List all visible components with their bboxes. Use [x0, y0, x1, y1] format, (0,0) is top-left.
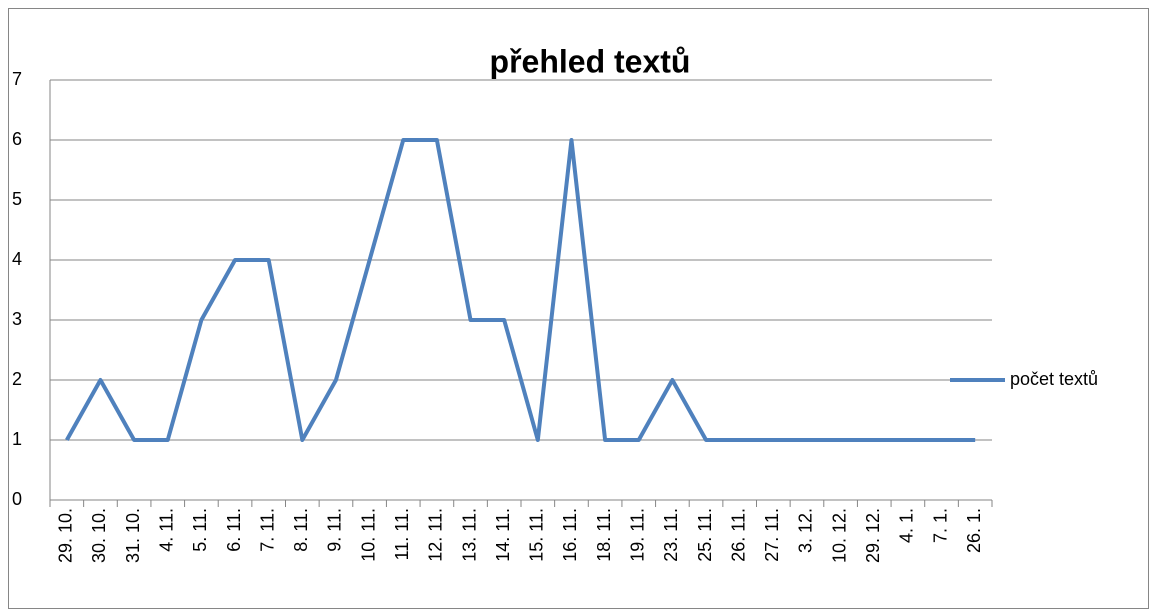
x-tick-label: 9. 11. [325, 508, 345, 552]
y-tick-label: 0 [12, 489, 22, 509]
legend-label: počet textů [1010, 369, 1098, 389]
x-tick-label: 4. 11. [157, 508, 177, 552]
y-tick-label: 4 [12, 249, 22, 269]
x-tick-label: 14. 11. [493, 508, 513, 562]
y-tick-label: 1 [12, 429, 22, 449]
x-tick-label: 7. 1. [930, 508, 950, 543]
x-tick-label: 15. 11. [527, 508, 547, 562]
x-tick-label: 29. 12. [863, 508, 883, 563]
x-tick-label: 18. 11. [594, 508, 614, 562]
y-tick-label: 6 [12, 129, 22, 149]
chart-title: přehled textů [490, 43, 691, 79]
x-tick-label: 26. 1. [964, 508, 984, 553]
x-tick-label: 8. 11. [291, 508, 311, 552]
x-tick-label: 10. 11. [358, 508, 378, 562]
x-tick-label: 10. 12. [829, 508, 849, 563]
y-tick-label: 2 [12, 369, 22, 389]
x-tick-label: 23. 11. [661, 508, 681, 562]
y-tick-label: 5 [12, 189, 22, 209]
x-tick-label: 26. 11. [728, 508, 748, 562]
x-tick-label: 31. 10. [123, 508, 143, 563]
chart-frame [8, 8, 1149, 609]
x-tick-label: 7. 11. [257, 508, 277, 552]
x-tick-label: 27. 11. [762, 508, 782, 562]
x-tick-label: 29. 10. [56, 508, 76, 563]
x-tick-label: 11. 11. [392, 508, 412, 560]
y-tick-label: 7 [12, 69, 22, 89]
x-tick-label: 4. 1. [897, 508, 917, 543]
x-tick-label: 13. 11. [459, 508, 479, 562]
x-tick-label: 6. 11. [224, 508, 244, 552]
x-tick-label: 3. 12. [796, 508, 816, 553]
x-tick-label: 5. 11. [190, 508, 210, 552]
x-tick-label: 16. 11. [560, 508, 580, 562]
data-line [65, 138, 976, 442]
x-tick-label: 30. 10. [89, 508, 109, 563]
x-tick-label: 19. 11. [628, 508, 648, 562]
y-tick-label: 3 [12, 309, 22, 329]
x-tick-label: 25. 11. [695, 508, 715, 562]
x-tick-label: 12. 11. [426, 508, 446, 562]
